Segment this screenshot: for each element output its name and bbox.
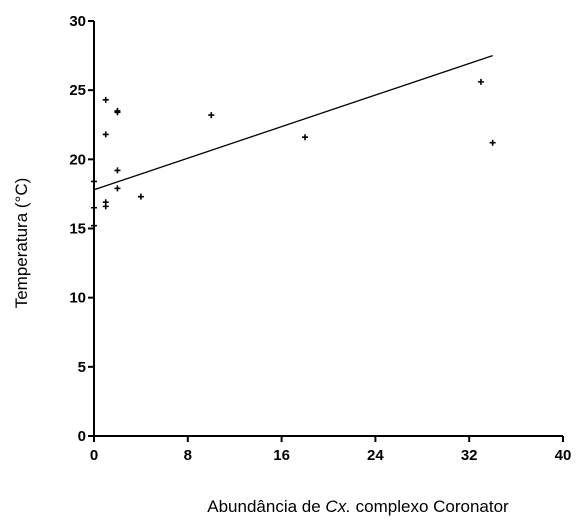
x-ticks: 0 8 16 24 32 40 (90, 436, 572, 464)
x-axis-label-italic: Cx. (325, 497, 351, 516)
x-tick-label: 32 (461, 447, 478, 464)
y-tick-label: 20 (69, 151, 86, 168)
y-tick-label: 10 (69, 290, 86, 307)
y-tick-label: 25 (69, 82, 86, 99)
x-axis-label: Abundância de Cx. complexo Coronator (207, 497, 509, 516)
x-tick-label: 24 (367, 447, 384, 464)
y-axis-label: Temperatura (°C) (12, 178, 31, 309)
y-tick-label: 30 (69, 13, 86, 30)
data-point (114, 109, 121, 116)
y-ticks: 0 5 10 15 20 25 30 (69, 13, 94, 445)
data-point (91, 222, 97, 229)
trend-line (93, 54, 493, 191)
x-tick-label: 0 (90, 447, 98, 464)
data-point (114, 185, 121, 192)
data-point (489, 139, 496, 146)
data-point (208, 112, 215, 119)
data-point (91, 178, 97, 185)
x-axis-label-prefix: Abundância de (207, 497, 325, 516)
data-point (114, 167, 121, 174)
data-point (91, 204, 97, 211)
data-point (102, 131, 109, 138)
data-point (102, 203, 109, 210)
axes (93, 21, 563, 437)
data-points (91, 78, 496, 229)
data-point (137, 193, 144, 200)
data-point (102, 96, 109, 103)
data-point (302, 134, 309, 141)
y-tick-label: 0 (78, 428, 86, 445)
y-tick-label: 5 (78, 359, 86, 376)
data-point (477, 78, 484, 85)
x-tick-label: 16 (273, 447, 290, 464)
y-tick-label: 15 (69, 221, 86, 238)
x-tick-label: 40 (555, 447, 572, 464)
trend-line-group (93, 54, 493, 191)
x-axis-label-suffix: complexo Coronator (351, 497, 509, 516)
x-tick-label: 8 (184, 447, 192, 464)
